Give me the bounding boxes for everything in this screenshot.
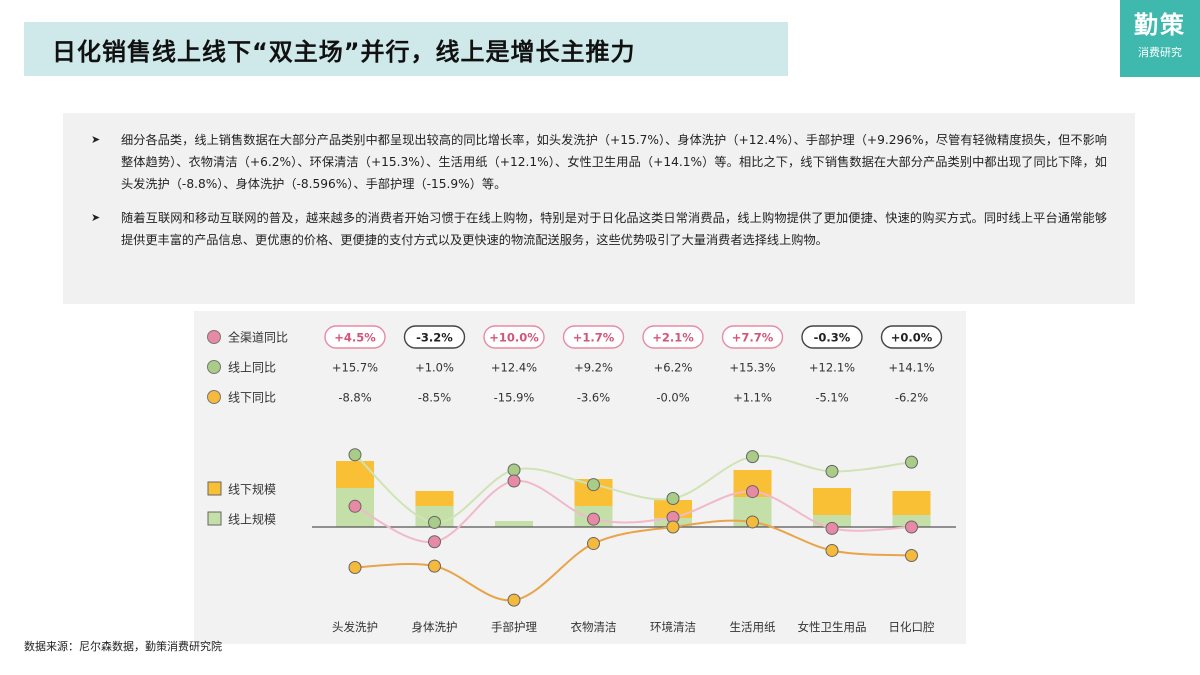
legend-label-2: 线下同比: [228, 391, 276, 405]
point-online: [587, 478, 600, 492]
point-online: [746, 450, 759, 464]
value-label: -8.8%: [338, 391, 371, 405]
value-label: +9.2%: [574, 361, 613, 375]
point-online: [666, 491, 680, 505]
value-pill: [403, 325, 466, 349]
bar-legend-swatch-0: [207, 481, 222, 496]
point-offline: [746, 515, 759, 529]
line-offline: [354, 519, 912, 602]
point-offline: [666, 520, 680, 534]
chart-panel: 全渠道同比 +4.5% -3.2% +10.0% +1.7% +2.1% +7.7% -0.3…: [194, 311, 966, 644]
value-label: +1.7%: [573, 331, 615, 345]
value-label: -3.2%: [416, 331, 453, 345]
point-total: [746, 485, 759, 499]
category-label: 环境清洁: [650, 620, 696, 634]
value-label: +15.7%: [332, 361, 378, 375]
value-label: -15.9%: [494, 391, 535, 405]
bar-legend-label-1: 线上规模: [228, 512, 276, 527]
point-offline: [507, 593, 521, 607]
bar-offline: [415, 491, 454, 506]
value-pill: [801, 325, 863, 349]
bar-offline: [892, 491, 931, 515]
point-total: [905, 520, 918, 534]
data-source: 数据来源：尼尔森数据，勤策消费研究院: [24, 640, 222, 653]
point-offline: [348, 560, 362, 574]
value-label: +6.2%: [654, 361, 693, 375]
value-label: +1.1%: [733, 391, 772, 405]
category-label: 衣物清洁: [571, 620, 617, 634]
page-title: 日化销售线上线下“双主场”并行，线上是增长主推力: [52, 37, 636, 66]
point-online: [507, 463, 521, 477]
point-online: [348, 448, 362, 462]
bar-online: [813, 515, 851, 527]
bar-legend-label-0: 线下规模: [228, 482, 276, 497]
value-pill: [642, 325, 704, 349]
bullet-text: 随着互联网和移动互联网的普及，越来越多的消费者开始习惯于在线上购物，特别是对于日…: [121, 211, 1107, 247]
value-pill: [721, 325, 784, 349]
brand-logo: 勤策 消费研究: [1120, 0, 1200, 77]
value-label: -6.2%: [895, 391, 928, 405]
legend-label-1: 线上同比: [228, 361, 276, 375]
legend-label-0: 全渠道同比: [228, 330, 288, 345]
brand-name: 勤策: [1134, 11, 1186, 39]
summary-panel: ➤ 细分各品类，线上销售数据在大部分产品类别中都呈现出较高的同比增长率，如头发洗…: [63, 113, 1135, 304]
point-total: [428, 535, 441, 549]
value-label: +14.1%: [888, 361, 934, 375]
legend-marker-0: [207, 330, 221, 344]
arrow-bullet-icon: ➤: [91, 133, 101, 146]
value-label: +12.1%: [809, 361, 855, 375]
value-label: -5.1%: [815, 391, 848, 405]
point-online: [905, 455, 918, 469]
value-label: +1.0%: [415, 361, 454, 375]
value-pill: [562, 325, 625, 349]
value-label: +2.1%: [652, 331, 694, 345]
value-label: +15.3%: [729, 361, 775, 375]
category-label: 日化口腔: [889, 620, 935, 634]
bar-offline: [654, 500, 692, 518]
legend-marker-1: [207, 360, 221, 374]
category-label: 身体洗护: [412, 620, 458, 634]
value-pill: [324, 325, 386, 349]
value-label: -0.3%: [814, 331, 851, 345]
brand-sub: 消费研究: [1138, 46, 1182, 59]
combo-chart: 全渠道同比 +4.5% -3.2% +10.0% +1.7% +2.1% +7.7% -0.3…: [207, 325, 956, 634]
title-banner: 日化销售线上线下“双主场”并行，线上是增长主推力: [24, 22, 788, 76]
bar-legend-swatch-1: [207, 511, 222, 526]
arrow-bullet-icon: ➤: [91, 211, 101, 224]
bar-offline: [813, 488, 851, 515]
value-label: +4.5%: [334, 331, 376, 345]
point-offline: [825, 543, 839, 557]
point-online: [428, 515, 441, 529]
bar-offline: [336, 461, 374, 488]
category-label: 头发洗护: [332, 620, 378, 634]
value-pill: [880, 325, 943, 349]
value-label: -3.6%: [577, 391, 610, 405]
bullet-1: ➤ 细分各品类，线上销售数据在大部分产品类别中都呈现出较高的同比增长率，如头发洗…: [91, 129, 1107, 195]
legend-marker-2: [207, 390, 221, 404]
value-label: +7.7%: [732, 331, 774, 345]
point-total: [348, 499, 362, 513]
category-label: 手部护理: [491, 620, 537, 634]
value-label: +0.0%: [891, 331, 933, 345]
bullet-text: 细分各品类，线上销售数据在大部分产品类别中都呈现出较高的同比增长率，如头发洗护（…: [121, 133, 1107, 191]
value-label: -8.5%: [418, 391, 451, 405]
point-total: [507, 474, 521, 488]
bar-online: [495, 521, 533, 527]
category-label: 生活用纸: [730, 620, 776, 634]
point-online: [825, 464, 839, 478]
value-label: -0.0%: [656, 391, 689, 405]
point-offline: [428, 559, 441, 573]
point-offline: [587, 537, 600, 551]
value-label: +12.4%: [491, 361, 537, 375]
bullet-2: ➤ 随着互联网和移动互联网的普及，越来越多的消费者开始习惯于在线上购物，特别是对…: [91, 207, 1107, 251]
value-label: +10.0%: [489, 331, 539, 345]
value-pill: [483, 325, 545, 349]
point-total: [587, 512, 600, 526]
category-label: 女性卫生用品: [798, 620, 867, 634]
point-offline: [905, 549, 918, 563]
point-total: [825, 521, 839, 535]
